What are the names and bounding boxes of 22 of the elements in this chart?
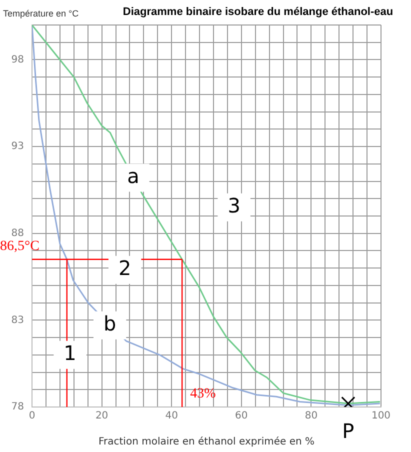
- x-tick-label: 80: [304, 410, 318, 422]
- x-tick-label: 0: [28, 410, 36, 422]
- ref-line-label: 43%: [190, 386, 216, 402]
- y-tick-label: 93: [11, 141, 24, 152]
- y-tick-label: 78: [11, 402, 24, 413]
- annotation: 3: [228, 194, 240, 218]
- x-tick-label: 60: [235, 410, 248, 422]
- annotation: 2: [118, 256, 132, 280]
- annotation: 1: [64, 341, 76, 366]
- annotation: b: [103, 312, 116, 336]
- x-tick-label: 20: [95, 410, 108, 422]
- annotation: P: [342, 419, 354, 444]
- y-axis-title: Température en °C: [3, 8, 80, 18]
- annotation: a: [127, 164, 140, 188]
- ref-line-label: 86,5°C: [0, 239, 40, 254]
- x-tick-label: 100: [371, 410, 391, 422]
- x-axis-title: Fraction molaire en éthanol exprimée en %: [98, 436, 315, 448]
- chart-title: Diagramme binaire isobare du mélange éthanol-eau: [122, 6, 394, 18]
- x-tick-label: 40: [165, 410, 178, 422]
- y-tick-label: 83: [11, 314, 24, 326]
- y-tick-label: 88: [11, 228, 24, 239]
- y-tick-label: 98: [11, 54, 24, 66]
